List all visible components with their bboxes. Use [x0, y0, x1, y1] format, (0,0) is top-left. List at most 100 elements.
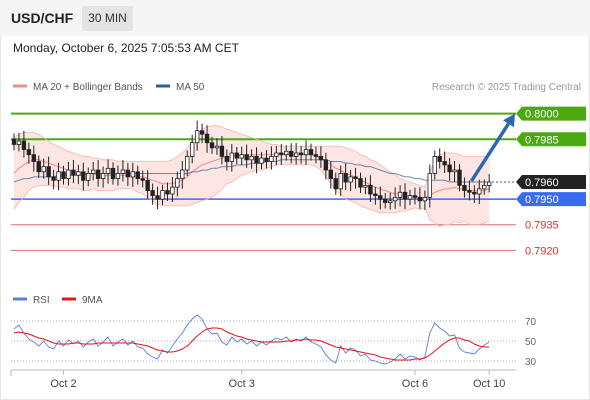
candle	[165, 182, 170, 201]
candle	[264, 150, 269, 169]
timeframe-button[interactable]: 30 MIN	[82, 6, 133, 31]
candle	[482, 179, 487, 195]
candle	[21, 130, 27, 158]
candle	[95, 159, 101, 187]
candle	[180, 161, 185, 189]
candle	[338, 165, 343, 196]
candle	[36, 155, 41, 178]
candle	[204, 125, 210, 153]
candle	[269, 146, 274, 170]
candle	[313, 146, 319, 164]
candle	[194, 120, 200, 151]
candle	[392, 187, 398, 209]
candle	[209, 136, 215, 154]
candle	[373, 186, 378, 205]
candle	[254, 147, 259, 174]
level-tag-target: 0.8000	[516, 106, 586, 121]
candle	[378, 186, 383, 210]
candle	[150, 183, 155, 205]
candle	[140, 170, 145, 188]
candle	[333, 172, 338, 195]
candle	[91, 162, 96, 181]
candle	[284, 145, 289, 161]
candle	[259, 152, 264, 170]
candle	[457, 164, 462, 192]
level-label-support: 0.7935	[525, 220, 559, 232]
price-level-labels: 0.8000 0.7985 0.7960 0.7950 0.7935 0.7920	[516, 106, 586, 257]
candle	[110, 162, 116, 185]
level-label-pivot: 0.7950	[525, 194, 559, 206]
level-label-support: 0.7920	[525, 245, 559, 257]
level-tag-current: 0.7960	[516, 175, 586, 190]
candle	[189, 134, 195, 164]
candle	[412, 187, 418, 205]
bollinger-upper-line	[13, 125, 490, 188]
candle	[427, 164, 432, 208]
candle	[348, 169, 353, 192]
candle	[407, 189, 413, 206]
candle	[56, 162, 61, 191]
candle	[323, 152, 329, 180]
candle	[199, 123, 205, 144]
rsi-ma9-line	[13, 327, 490, 361]
candle	[100, 166, 106, 188]
candle	[447, 157, 452, 181]
candle	[234, 146, 239, 165]
candle	[462, 177, 467, 198]
candle	[328, 161, 333, 189]
candle	[51, 169, 56, 190]
candle	[397, 185, 403, 207]
level-tag-pivot: 0.7950	[516, 192, 586, 207]
forecast-arrow-head	[503, 113, 515, 128]
candle	[61, 165, 66, 185]
timestamp: Monday, October 6, 2025 7:05:53 AM CET	[13, 41, 239, 55]
candle	[303, 140, 309, 165]
candle	[249, 149, 254, 169]
candle	[387, 192, 393, 210]
level-label-target: 0.8000	[525, 109, 559, 121]
level-label-target: 0.7985	[525, 134, 559, 146]
candle	[224, 149, 230, 171]
symbol-title: USD/CHF	[11, 10, 74, 26]
candle	[417, 187, 423, 209]
candle	[76, 164, 81, 185]
level-label-current: 0.7960	[525, 177, 559, 189]
candle	[105, 159, 111, 184]
candle	[66, 162, 71, 186]
rsi-line	[13, 314, 490, 365]
candle	[293, 142, 299, 165]
candle	[402, 183, 408, 210]
ma9-legend-label: 9MA	[82, 295, 103, 306]
bollinger-legend-label: MA 20 + Bollinger Bands	[33, 82, 143, 93]
candle	[358, 172, 363, 194]
x-tick-label: Oct 2	[50, 378, 76, 390]
rsi-pane: 70 50 30	[11, 314, 537, 368]
chart-header: USD/CHF 30 MIN	[0, 0, 590, 36]
candle	[442, 151, 447, 173]
level-tag-target: 0.7985	[516, 132, 586, 147]
candle	[477, 179, 482, 205]
x-tick-label: Oct 6	[402, 378, 428, 390]
candle	[145, 170, 150, 199]
rsi-tick-label: 50	[525, 337, 537, 348]
candle	[86, 167, 91, 187]
candle	[81, 162, 86, 191]
candle	[274, 145, 279, 166]
candle	[175, 171, 180, 197]
candle	[26, 142, 32, 164]
candle	[308, 143, 314, 161]
candle	[239, 146, 244, 166]
candle	[11, 133, 17, 151]
candle	[383, 193, 388, 209]
research-credit: Research © 2025 Trading Central	[432, 82, 581, 93]
candle	[219, 136, 225, 165]
candle	[368, 175, 373, 203]
candle	[363, 177, 368, 195]
candle	[288, 143, 294, 164]
candle	[486, 173, 492, 193]
candlesticks	[11, 120, 492, 210]
rsi-tick-label: 70	[525, 317, 537, 328]
forecast-arrow	[469, 113, 515, 182]
candle	[467, 180, 472, 201]
forecast-arrow-shaft	[469, 122, 510, 182]
